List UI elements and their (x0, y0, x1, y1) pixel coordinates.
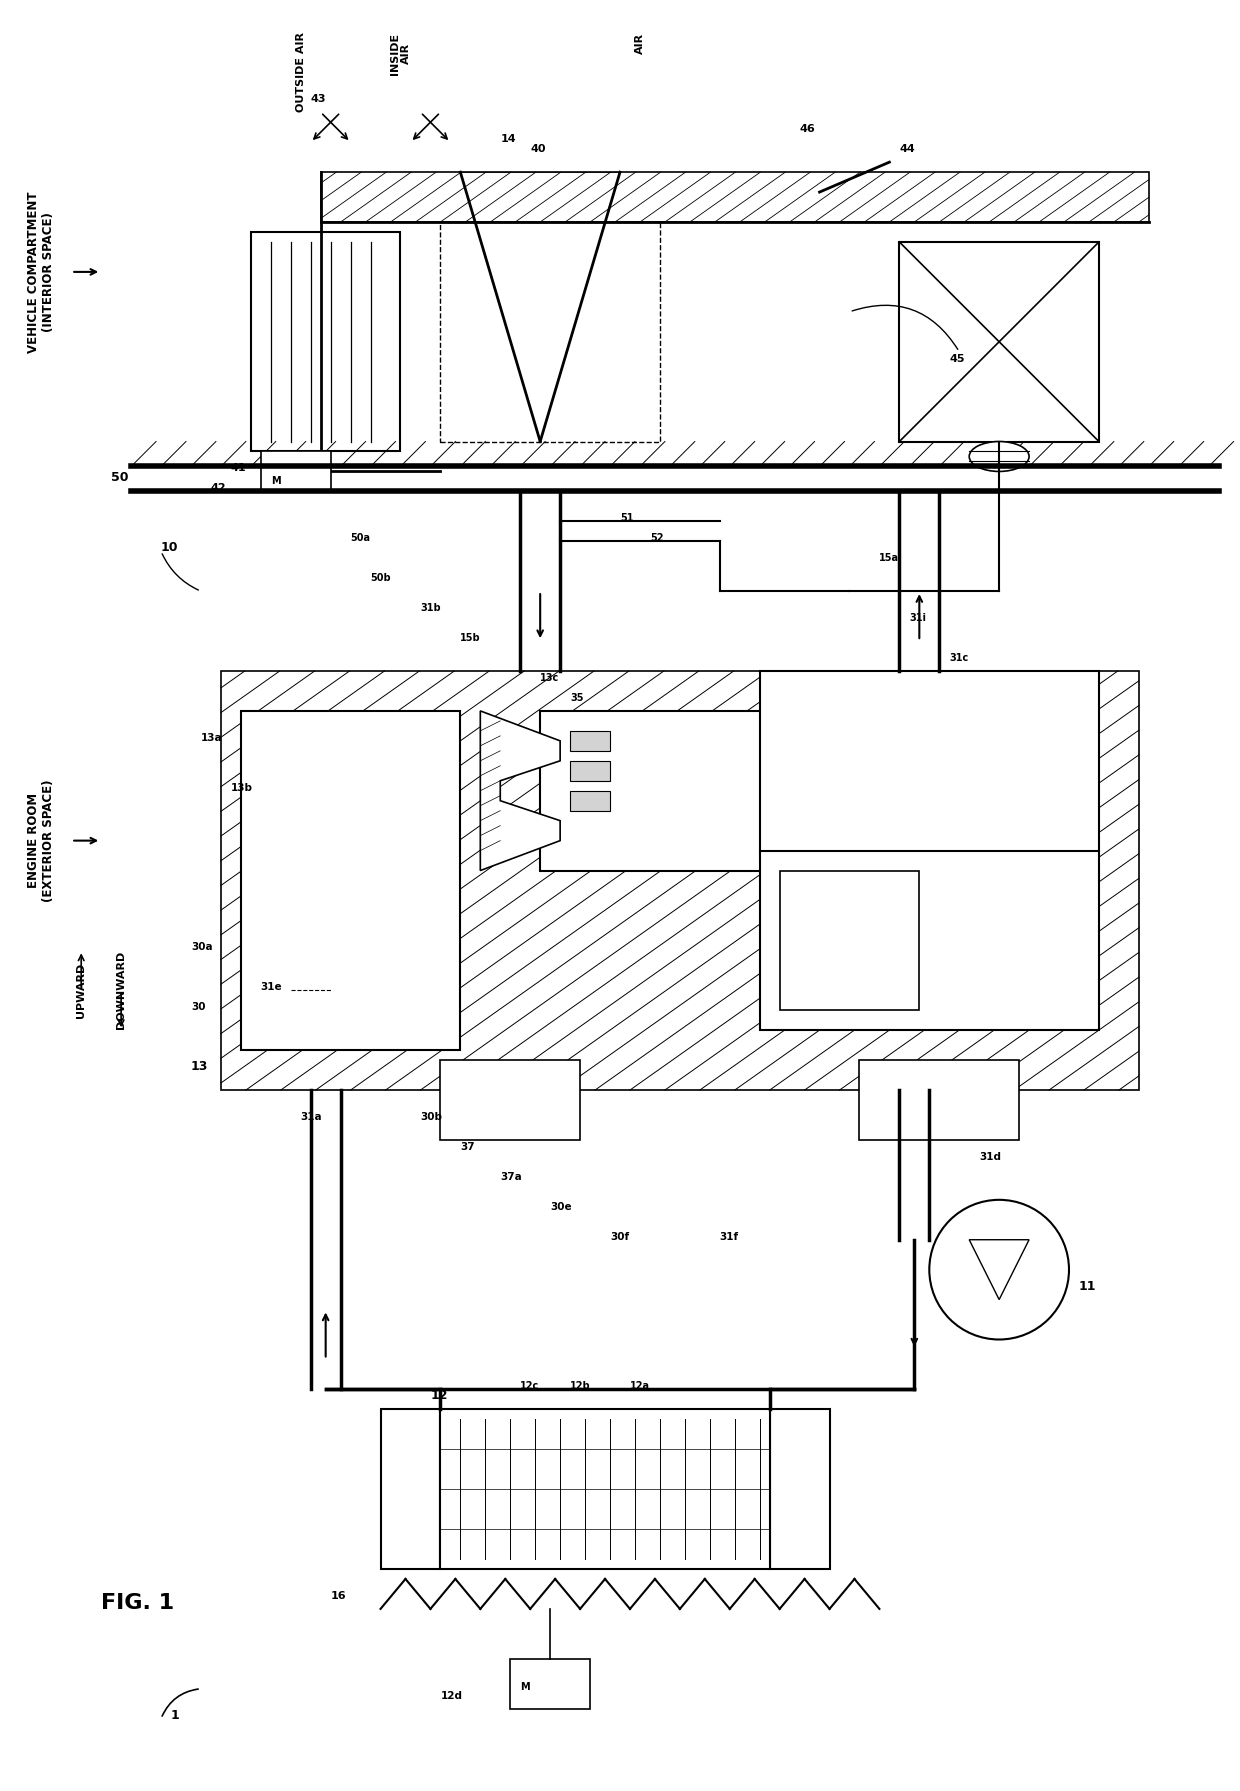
Text: VEHICLE COMPARTMENT
(INTERIOR SPACE): VEHICLE COMPARTMENT (INTERIOR SPACE) (27, 192, 56, 353)
Text: 13c: 13c (541, 673, 559, 682)
Ellipse shape (970, 442, 1029, 471)
Text: 31f: 31f (719, 1232, 739, 1241)
Text: 50a: 50a (351, 534, 371, 543)
Text: 12d: 12d (440, 1691, 463, 1701)
Text: 31c: 31c (950, 654, 968, 663)
Text: 35: 35 (570, 693, 584, 702)
Bar (260, 451, 331, 491)
Text: 10: 10 (161, 541, 179, 553)
Polygon shape (480, 711, 560, 870)
Bar (221, 672, 1138, 1091)
Text: 31e: 31e (260, 981, 283, 992)
Text: DOWNWARD: DOWNWARD (117, 951, 126, 1030)
Text: 30b: 30b (420, 1112, 443, 1121)
Text: ENGINE ROOM
(EXTERIOR SPACE): ENGINE ROOM (EXTERIOR SPACE) (27, 779, 56, 903)
Bar (760, 672, 1099, 1030)
Bar (570, 792, 610, 811)
Bar (440, 222, 660, 442)
Text: M: M (272, 476, 280, 487)
Bar (859, 1060, 1019, 1139)
Text: 11: 11 (1079, 1279, 1096, 1293)
Text: 42: 42 (211, 484, 227, 493)
Text: 1: 1 (171, 1709, 180, 1721)
Bar (241, 711, 460, 1050)
Text: UPWARD: UPWARD (76, 962, 87, 1017)
Bar (510, 1658, 590, 1709)
Text: 13b: 13b (231, 783, 253, 793)
Text: INSIDE
AIR: INSIDE AIR (389, 32, 412, 75)
Text: 37: 37 (460, 1143, 475, 1152)
Text: 30f: 30f (610, 1232, 629, 1241)
Bar (440, 1410, 770, 1569)
Text: 40: 40 (531, 143, 546, 154)
Text: 46: 46 (800, 124, 816, 134)
Text: 50b: 50b (371, 573, 391, 584)
Bar (381, 1410, 440, 1569)
Text: 41: 41 (231, 464, 247, 473)
Text: 12c: 12c (521, 1381, 539, 1392)
Bar (250, 233, 401, 451)
Text: 50: 50 (112, 471, 129, 484)
Text: 12b: 12b (570, 1381, 590, 1392)
Text: 31d: 31d (980, 1152, 1001, 1162)
Bar (899, 242, 1099, 442)
Text: 12a: 12a (630, 1381, 650, 1392)
Text: 31i: 31i (909, 613, 926, 623)
Text: 14: 14 (500, 134, 516, 145)
Text: AIR: AIR (635, 32, 645, 54)
Text: 30a: 30a (191, 942, 212, 953)
Text: 30e: 30e (551, 1202, 572, 1213)
Bar (440, 1060, 580, 1139)
Text: 31a: 31a (301, 1112, 322, 1121)
Bar (321, 172, 1148, 222)
Text: 16: 16 (331, 1590, 346, 1601)
Text: 15a: 15a (879, 553, 899, 562)
Bar (570, 761, 610, 781)
Text: 52: 52 (650, 534, 663, 543)
Bar (541, 711, 780, 870)
Bar (780, 870, 919, 1010)
Text: M: M (521, 1682, 529, 1692)
Text: 43: 43 (311, 95, 326, 104)
Text: 37a: 37a (500, 1171, 522, 1182)
Text: 12: 12 (430, 1390, 448, 1402)
Text: 15b: 15b (460, 632, 481, 643)
Bar (770, 1410, 830, 1569)
Circle shape (929, 1200, 1069, 1340)
Text: 51: 51 (620, 514, 634, 523)
Text: 44: 44 (899, 143, 915, 154)
Text: 45: 45 (950, 353, 965, 364)
Text: OUTSIDE AIR: OUTSIDE AIR (295, 32, 306, 113)
Text: 30: 30 (191, 1003, 206, 1012)
Text: 13: 13 (191, 1060, 208, 1073)
Text: FIG. 1: FIG. 1 (102, 1592, 175, 1614)
Bar (570, 731, 610, 750)
Text: 31b: 31b (420, 604, 441, 613)
Text: 13a: 13a (201, 733, 222, 743)
Polygon shape (970, 1239, 1029, 1300)
